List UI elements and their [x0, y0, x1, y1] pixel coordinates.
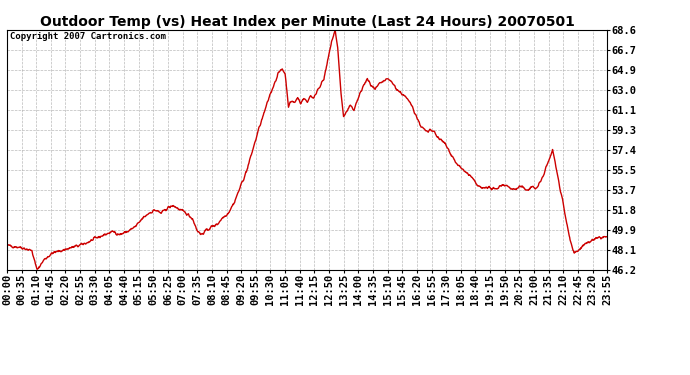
Text: Copyright 2007 Cartronics.com: Copyright 2007 Cartronics.com: [10, 32, 166, 41]
Title: Outdoor Temp (vs) Heat Index per Minute (Last 24 Hours) 20070501: Outdoor Temp (vs) Heat Index per Minute …: [39, 15, 575, 29]
